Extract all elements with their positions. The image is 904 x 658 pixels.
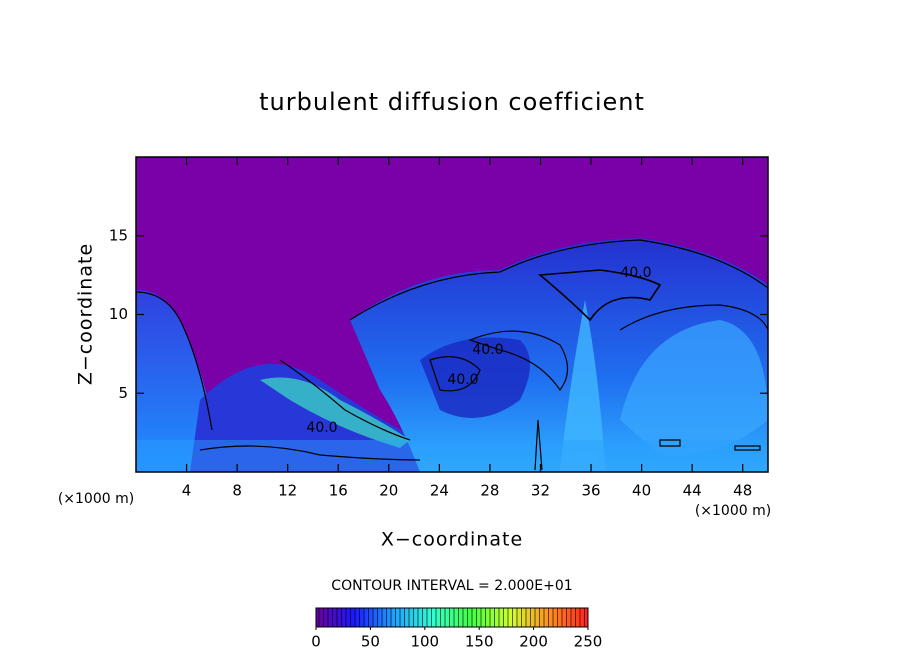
contour-line bbox=[279, 359, 411, 441]
x-tick-label: 16 bbox=[329, 482, 348, 500]
x-tick-label: 44 bbox=[683, 482, 702, 500]
y-tick-label: 5 bbox=[118, 384, 128, 402]
x-tick-label: 4 bbox=[182, 482, 192, 500]
contour-line bbox=[349, 239, 768, 321]
colorbar: 0 50 100 150 200 250 bbox=[311, 607, 603, 651]
colorbar-tick-label: 0 bbox=[311, 633, 321, 651]
chart-title: turbulent diffusion coefficient bbox=[259, 88, 645, 116]
contour-field bbox=[136, 157, 768, 472]
contour-label: 40.0 bbox=[447, 372, 478, 388]
contour-line bbox=[468, 330, 569, 392]
x-tick-label: 40 bbox=[632, 482, 651, 500]
x-tick-label: 36 bbox=[581, 482, 600, 500]
field-region bbox=[560, 300, 605, 470]
colorbar-tick-label: 50 bbox=[361, 633, 380, 651]
x-tick-label: 8 bbox=[232, 482, 242, 500]
contour-line bbox=[534, 419, 543, 471]
field-region bbox=[420, 337, 530, 418]
field-region bbox=[260, 377, 410, 448]
colorbar-tick-label: 250 bbox=[574, 633, 603, 651]
x-units-label: (×1000 m) bbox=[58, 491, 134, 507]
contour-label: 40.0 bbox=[472, 342, 503, 358]
y-tick-label: 10 bbox=[109, 305, 128, 323]
colorbar-frame bbox=[315, 607, 589, 628]
contour-line bbox=[136, 291, 213, 431]
x-tick-label: 32 bbox=[531, 482, 550, 500]
contour-interval: CONTOUR INTERVAL = 2.000E+01 bbox=[331, 578, 572, 594]
x-tick-label: 12 bbox=[278, 482, 297, 500]
y-axis-label: Z−coordinate bbox=[75, 243, 97, 385]
colorbar-fill bbox=[316, 608, 588, 627]
contour-label: 40.0 bbox=[306, 420, 337, 436]
contour-line bbox=[429, 356, 481, 392]
field-region bbox=[190, 364, 430, 472]
y-tick-label: 15 bbox=[109, 226, 128, 244]
x-axis-label: X−coordinate bbox=[381, 529, 523, 551]
colorbar-tick-label: 200 bbox=[519, 633, 548, 651]
field-region bbox=[620, 320, 768, 456]
colorbar-tick-label: 150 bbox=[465, 633, 494, 651]
contour-line bbox=[659, 439, 681, 447]
x-tick-label: 28 bbox=[480, 482, 499, 500]
colorbar-tick-label: 100 bbox=[410, 633, 439, 651]
contour-line bbox=[619, 304, 768, 331]
axes: 4 8 12 16 20 24 28 32 36 40 44 485101540.040.040.04… bbox=[109, 157, 768, 500]
x-tick-label: 48 bbox=[733, 482, 752, 500]
field-region bbox=[136, 440, 768, 472]
contour-line bbox=[734, 445, 761, 451]
x-tick-label: 24 bbox=[430, 482, 449, 500]
contour-line bbox=[199, 445, 421, 461]
x-units-label: (×1000 m) bbox=[695, 503, 771, 519]
contour-line bbox=[537, 269, 662, 322]
x-tick-label: 20 bbox=[379, 482, 398, 500]
field-region bbox=[136, 290, 215, 472]
contour-label: 40.0 bbox=[620, 265, 651, 281]
